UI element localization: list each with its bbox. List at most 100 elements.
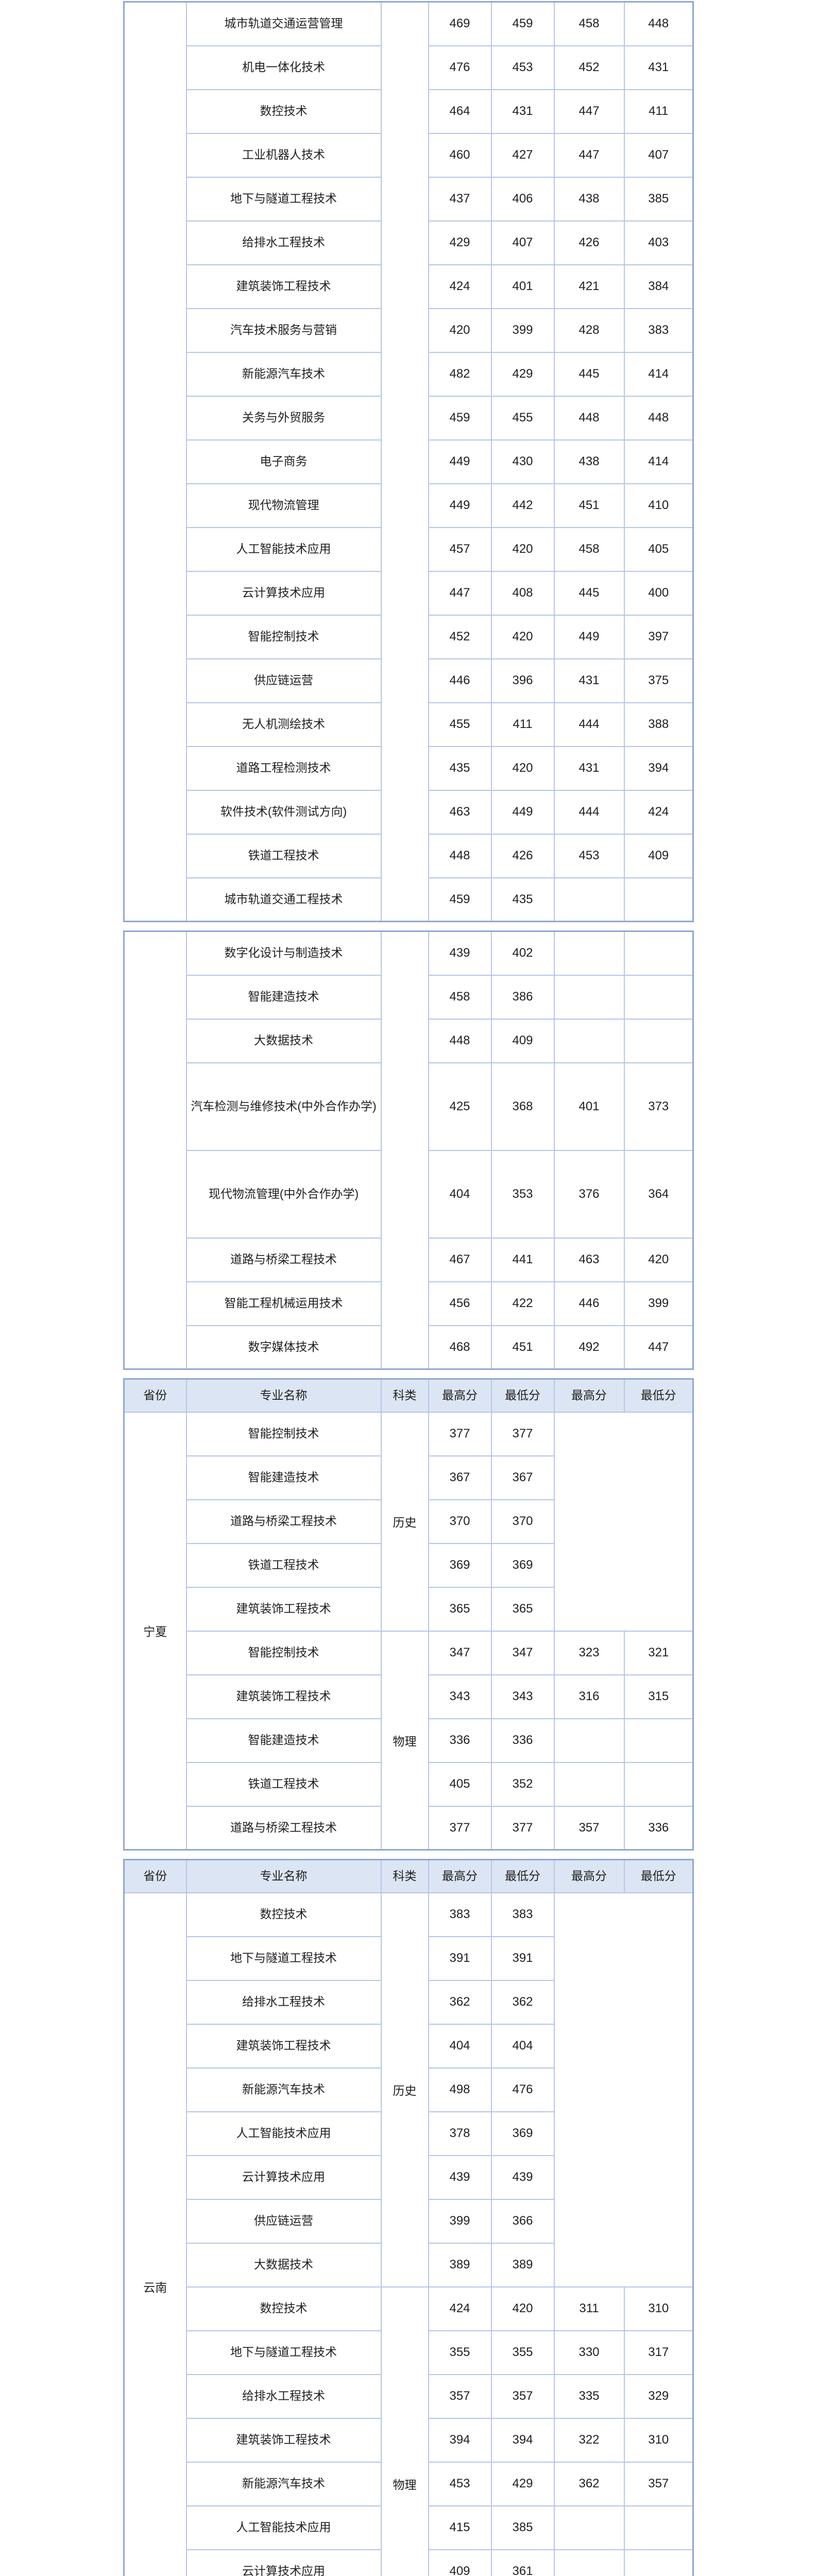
score-max-1-cell: 452 (428, 614, 492, 659)
table-row: 建筑装饰工程技术 424 401 421 384 (124, 264, 694, 309)
table-row: 数字化设计与制造技术 439 402 (123, 930, 694, 1370)
major-cell: 人工智能技术应用 (185, 2505, 382, 2550)
table-row: 城市轨道交通运营管理 469 459 458 448 (123, 1, 694, 922)
category-cell: 物理 (380, 2286, 429, 2576)
score-max-1-cell: 463 (428, 789, 492, 835)
table-row: 数控技术 物理 424 420 311 310 (124, 2286, 694, 2576)
major-cell: 云计算技术应用 (185, 570, 382, 616)
score-min-1-cell: 453 (490, 45, 555, 90)
major-cell: 新能源汽车技术 (185, 351, 382, 397)
header-province: 省份 (123, 1378, 187, 1413)
score-max-1-cell: 377 (428, 1411, 492, 1456)
major-cell: 现代物流管理(中外合作办学) (185, 1149, 382, 1239)
table-row: 铁道工程技术 405 352 (124, 1761, 694, 1807)
table-row: 道路与桥梁工程技术 377 377 357 336 (124, 1805, 694, 1851)
score-max-2-cell: 447 (553, 89, 625, 134)
score-max-1-cell: 455 (428, 702, 492, 747)
table-row: 建筑装饰工程技术 343 343 316 315 (124, 1674, 694, 1719)
score-max-2-cell: 431 (553, 745, 625, 791)
score-min-2-cell (623, 1718, 694, 1763)
score-min-1-cell: 389 (490, 2242, 555, 2287)
major-cell: 智能建造技术 (185, 1718, 382, 1763)
header-score-1: 最高分 (428, 1859, 492, 1893)
score-max-2-cell (553, 2549, 625, 2576)
score-min-2-cell: 317 (623, 2330, 694, 2375)
score-max-2-cell: 438 (553, 439, 625, 484)
table-row: 建筑装饰工程技术 394 394 322 310 (124, 2417, 694, 2463)
score-max-2-cell: 401 (553, 1062, 625, 1151)
score-min-1-cell: 449 (490, 789, 555, 835)
major-cell: 新能源汽车技术 (185, 2067, 382, 2112)
table-row: 大数据技术 389 389 (124, 2242, 693, 2287)
major-cell: 数字化设计与制造技术 (185, 930, 382, 976)
major-cell: 新能源汽车技术 (185, 2461, 382, 2506)
score-min-1-cell: 420 (490, 527, 555, 572)
table-row: 给排水工程技术 362 362 (124, 1979, 693, 2025)
score-min-1-cell: 422 (490, 1281, 555, 1326)
score-min-1-cell: 401 (490, 264, 555, 309)
score-max-1-cell: 449 (428, 439, 492, 484)
major-cell: 人工智能技术应用 (185, 527, 382, 572)
score-max-1-cell: 369 (428, 1543, 492, 1588)
score-min-1-cell: 455 (490, 395, 555, 440)
score-max-1-cell: 409 (428, 2549, 492, 2576)
score-max-1-cell: 424 (428, 264, 492, 309)
score-max-2-cell: 431 (553, 658, 625, 703)
score-min-1-cell: 353 (490, 1149, 555, 1239)
score-max-1-cell: 437 (428, 176, 492, 222)
score-max-2-cell: 444 (553, 702, 625, 747)
score-min-2-cell: 448 (623, 395, 694, 440)
major-cell: 汽车检测与维修技术(中外合作办学) (185, 1062, 382, 1151)
major-cell: 供应链运营 (185, 658, 382, 703)
major-cell: 大数据技术 (185, 2242, 382, 2287)
table-row: 软件技术(软件测试方向) 463 449 444 424 (124, 789, 694, 835)
score-max-1-cell: 404 (428, 1149, 492, 1239)
table-row: 数控技术 464 431 447 411 (124, 89, 694, 134)
score-table-ningxia: 省份 专业名称 科类 最高分 最低分 最高分 最低分 宁夏 智能控制技术 历史 377 377 智能建造… (123, 1378, 694, 1851)
major-cell: 道路与桥梁工程技术 (185, 1499, 382, 1544)
score-min-2-cell: 384 (623, 264, 694, 309)
score-min-1-cell: 365 (490, 1586, 555, 1632)
header-province: 省份 (123, 1859, 187, 1893)
major-cell: 软件技术(软件测试方向) (185, 789, 382, 835)
score-max-1-cell: 498 (428, 2067, 492, 2112)
province-cell (123, 1, 187, 922)
major-cell: 数控技术 (185, 2286, 382, 2331)
score-max-2-cell: 362 (553, 2461, 625, 2506)
table-row: 数字媒体技术 468 451 492 447 (124, 1325, 694, 1370)
score-max-1-cell: 404 (428, 2023, 492, 2069)
score-max-1-cell: 391 (428, 1936, 492, 1981)
province-cell: 云南 (123, 1892, 187, 2576)
score-min-1-cell: 435 (490, 877, 555, 922)
province-cell (123, 930, 187, 1370)
major-cell: 建筑装饰工程技术 (185, 2023, 382, 2069)
score-min-2-cell: 385 (623, 176, 694, 222)
score-max-1-cell: 457 (428, 527, 492, 572)
table-row: 现代物流管理 449 442 451 410 (124, 483, 694, 528)
score-min-1-cell: 420 (490, 2286, 555, 2331)
header-major: 专业名称 (185, 1378, 382, 1413)
score-min-2-cell: 399 (623, 1281, 694, 1326)
score-max-2-cell: 448 (553, 395, 625, 440)
score-max-1-cell: 448 (428, 1018, 492, 1063)
header-score-3: 最高分 (553, 1859, 625, 1893)
table-row: 供应链运营 399 366 (124, 2198, 693, 2244)
score-min-2-cell: 420 (623, 1237, 694, 1282)
score-max-2-cell: 453 (553, 833, 625, 878)
score-min-1-cell: 409 (490, 1018, 555, 1063)
score-min-2-cell (623, 1018, 694, 1063)
major-cell: 数控技术 (185, 1892, 382, 1937)
score-min-2-cell: 405 (623, 527, 694, 572)
score-min-1-cell: 377 (490, 1805, 555, 1851)
score-min-2-cell (623, 877, 694, 922)
score-min-2-cell: 409 (623, 833, 694, 878)
score-min-1-cell: 386 (490, 974, 555, 1020)
table-row: 人工智能技术应用 457 420 458 405 (124, 527, 694, 572)
major-cell: 给排水工程技术 (185, 2374, 382, 2419)
score-min-1-cell: 369 (490, 1543, 555, 1588)
score-max-2-cell: 463 (553, 1237, 625, 1282)
score-min-2-cell (623, 2549, 694, 2576)
score-min-1-cell: 367 (490, 1455, 555, 1500)
score-min-1-cell: 439 (490, 2155, 555, 2200)
score-min-1-cell: 369 (490, 2111, 555, 2156)
